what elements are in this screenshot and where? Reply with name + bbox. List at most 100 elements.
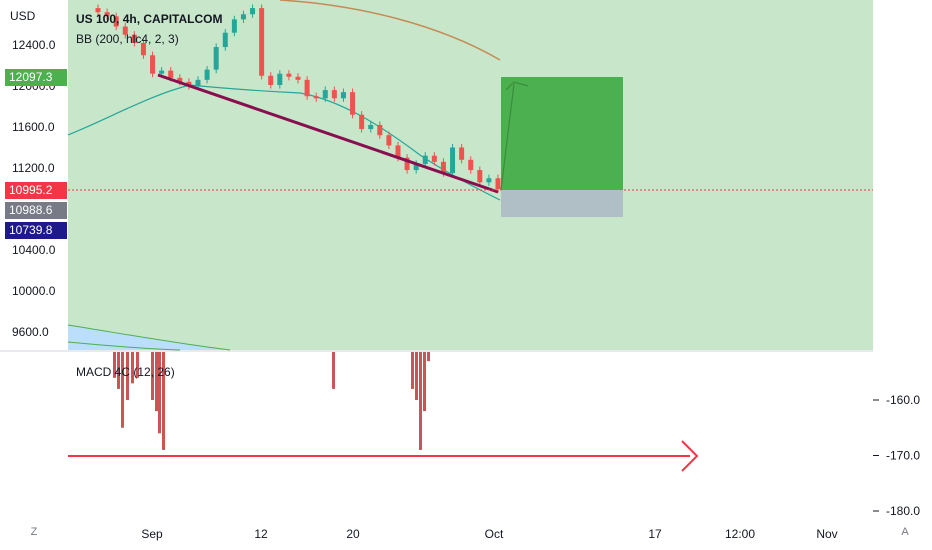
candle-body [395, 145, 401, 158]
candle-body [440, 161, 446, 174]
price-tick-label: 11200.0 [12, 161, 55, 175]
macd-bar [427, 352, 430, 362]
target-price-badge: 12097.3 [5, 69, 67, 86]
lower-band-line [67, 324, 231, 351]
price-tick-label: 10000.0 [12, 284, 56, 298]
candles-group [95, 4, 501, 193]
time-tick-label: Nov [816, 527, 837, 541]
price-tick-label: 10400.0 [12, 243, 56, 257]
candle-body [150, 55, 156, 74]
macd-tick-label: -170.0 [886, 449, 920, 463]
last-price-badge: 10995.2 [5, 182, 67, 199]
candle-body [313, 96, 319, 99]
bollinger-lines [67, 0, 501, 201]
candle-body [377, 124, 383, 136]
candle-body [422, 155, 428, 164]
symbol-title[interactable]: US 100, 4h, CAPITALCOM [76, 12, 223, 26]
macd-bar [151, 352, 154, 400]
price-tick-label: 11600.0 [12, 120, 55, 134]
candle-body [195, 79, 201, 86]
projection-arrow [500, 83, 515, 191]
macd-axis-ticks: -160.0 -170.0 -180.0 [873, 393, 920, 518]
candle-body [495, 178, 501, 189]
time-tick-label: 20 [346, 527, 360, 541]
candle-body [331, 90, 337, 99]
candle-body [486, 178, 492, 183]
candle-body [168, 70, 174, 78]
macd-bar [131, 352, 134, 384]
macd-bar [113, 352, 116, 378]
lower-band-area [68, 325, 230, 350]
candle-body [240, 14, 246, 20]
candle-body [259, 8, 265, 76]
price-axis[interactable] [873, 0, 932, 520]
macd-bar [117, 352, 120, 389]
projection-arrowhead [505, 81, 529, 91]
candle-body [404, 157, 410, 171]
auto-scale-button[interactable]: A [901, 526, 909, 538]
macd-bar [411, 352, 414, 389]
candle-body [459, 147, 465, 160]
candle-body [113, 16, 119, 27]
time-tick-label: 17 [648, 527, 662, 541]
candle-body [304, 79, 310, 97]
stop-price-badge: 10739.8 [5, 222, 67, 239]
candle-body [231, 19, 237, 33]
time-tick-label: Sep [141, 527, 163, 541]
candle-body [122, 26, 128, 35]
candle-body [159, 70, 165, 74]
macd-bar [136, 352, 139, 378]
candle-body [177, 77, 183, 82]
macd-bar [332, 352, 335, 389]
zoom-reset-button[interactable]: Z [30, 526, 38, 538]
candle-body [186, 81, 192, 86]
candle-body [277, 73, 283, 85]
candle-body [322, 90, 328, 99]
currency-label: USD [10, 9, 36, 23]
downtrend-line [157, 73, 499, 194]
bb-band-fill [68, 0, 873, 350]
candle-body [468, 159, 474, 171]
macd-bar [121, 352, 124, 428]
candle-body [477, 170, 483, 183]
candle-body [222, 32, 228, 48]
macd-bar [158, 352, 161, 434]
price-tick-label: 12400.0 [12, 38, 56, 52]
price-tick-label: 9600.0 [12, 325, 49, 339]
position-stop-zone[interactable] [501, 190, 623, 217]
candle-body [286, 73, 292, 77]
macd-histogram [113, 352, 430, 450]
candle-body [295, 76, 301, 80]
candle-body [386, 135, 392, 146]
candle-body [140, 42, 146, 56]
macd-bar [419, 352, 422, 450]
candle-body [213, 47, 219, 70]
candle-body [104, 12, 110, 17]
candle-body [268, 75, 274, 85]
macd-pane[interactable] [68, 352, 699, 472]
time-tick-label: 12 [254, 527, 268, 541]
candle-body [431, 155, 437, 162]
candle-body [368, 124, 374, 130]
macd-arrowhead [681, 440, 699, 472]
candle-body [95, 8, 101, 13]
candle-body [450, 147, 456, 174]
candle-body [131, 34, 137, 43]
candle-body [359, 114, 365, 130]
bb-basis-badge: 10988.6 [5, 202, 67, 219]
candle-body [204, 69, 210, 80]
macd-bar [415, 352, 418, 400]
macd-indicator-title[interactable]: MACD 4C (12, 26) [76, 365, 175, 379]
time-axis-ticks: Sep 12 20 Oct 17 12:00 Nov [141, 527, 837, 541]
macd-tick-label: -160.0 [886, 393, 920, 407]
macd-tick-label: -180.0 [886, 504, 920, 518]
macd-bar [155, 352, 158, 412]
candle-body [250, 8, 256, 15]
candle-body [413, 163, 419, 171]
position-target-zone[interactable] [501, 77, 623, 190]
candle-body [340, 92, 346, 99]
price-pane[interactable] [0, 0, 873, 351]
bb-indicator-title[interactable]: BB (200, hlc4, 2, 3) [76, 32, 179, 46]
macd-bar [423, 352, 426, 412]
